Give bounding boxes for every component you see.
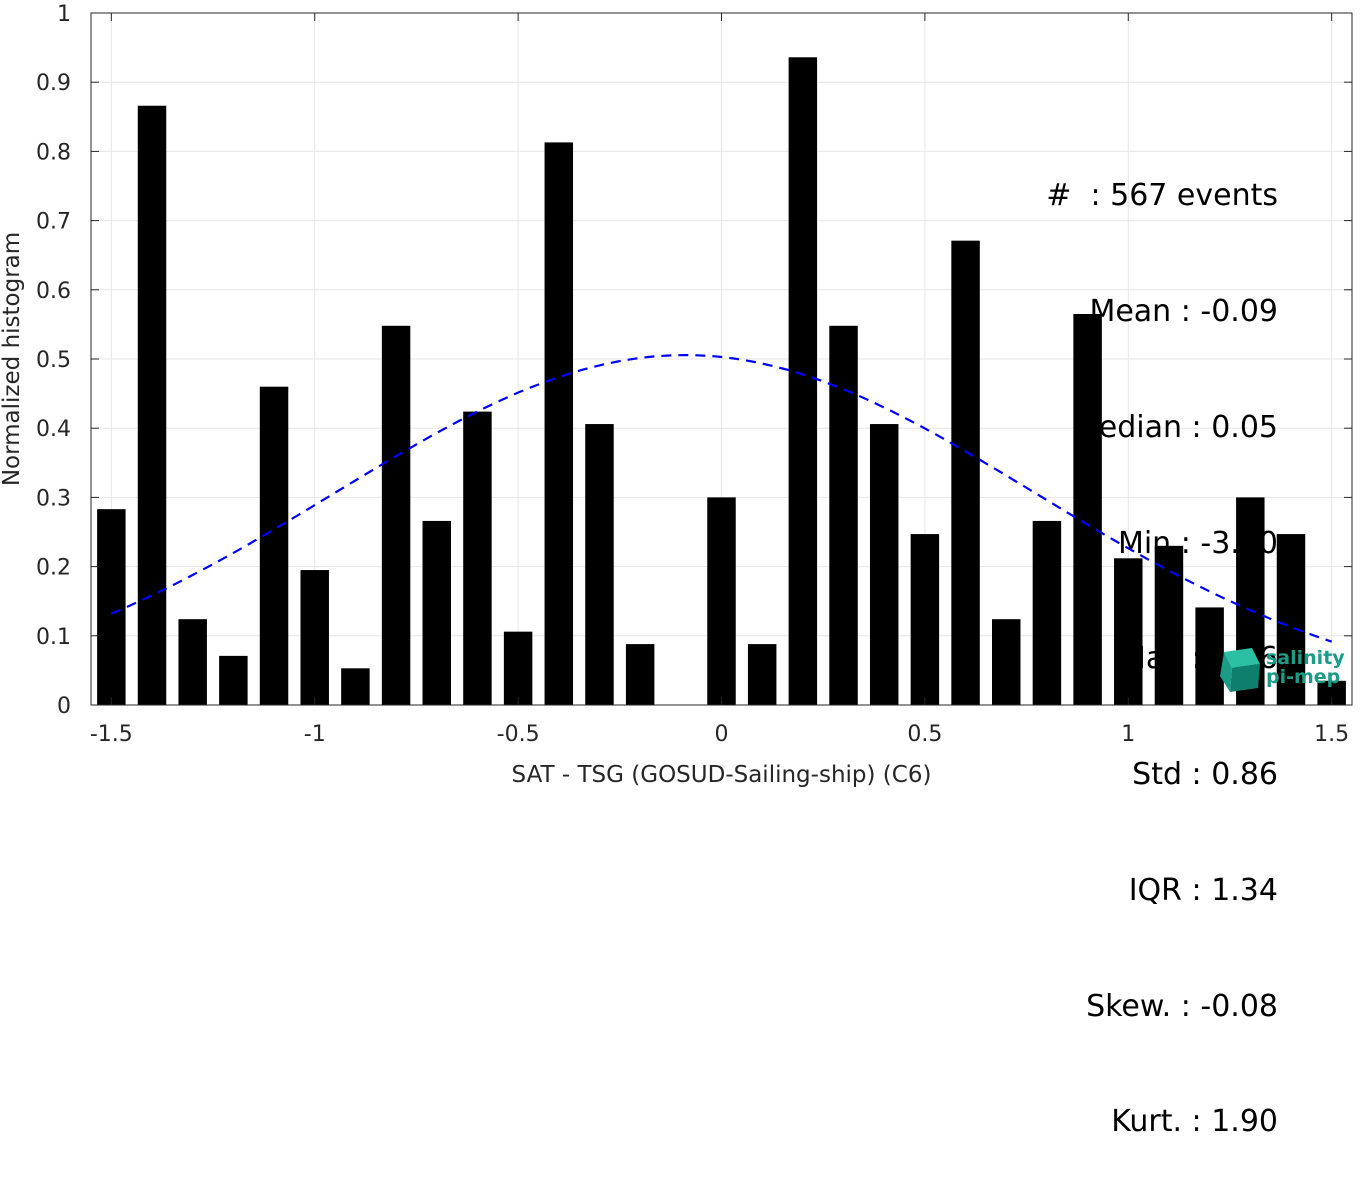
y-tick-label: 0.6	[36, 279, 71, 304]
histogram-bar	[1276, 534, 1306, 705]
histogram-bar	[992, 619, 1021, 705]
y-tick-label: 0.3	[36, 486, 71, 511]
logo-cube-icon	[1220, 648, 1260, 692]
x-tick-label: -1.5	[90, 722, 133, 747]
stat-std: Std : 0.86	[1132, 757, 1278, 793]
y-tick-label: 0.4	[36, 417, 71, 442]
y-tick-labels: 0 0.1 0.2 0.3 0.4 0.5 0.6 0.7 0.8 0.9 1	[36, 2, 71, 719]
logo-line2: pi-mep	[1266, 666, 1341, 688]
histogram-bar	[422, 520, 451, 705]
stat-median: Median : 0.05	[1072, 409, 1278, 445]
logo-line1: salinity	[1266, 647, 1345, 669]
y-tick-label: 0.8	[36, 140, 71, 165]
stat-mean: Mean : -0.09	[1089, 293, 1278, 329]
x-tick-label: -1	[304, 722, 326, 747]
y-tick-label: 0.7	[36, 210, 71, 235]
x-tick-label: 1	[1121, 722, 1135, 747]
histogram-bar	[259, 386, 289, 705]
histogram-bar	[707, 497, 736, 705]
x-tick-label: 1.5	[1314, 722, 1349, 747]
x-axis-label: SAT - TSG (GOSUD-Sailing-ship) (C6)	[512, 762, 932, 787]
y-tick-label: 1	[57, 2, 71, 27]
y-tick-label: 0.1	[36, 625, 71, 650]
stat-skew: Skew. : -0.08	[1086, 988, 1278, 1024]
bar-series	[97, 57, 1346, 706]
y-tick-label: 0.9	[36, 71, 71, 96]
histogram-bar	[829, 325, 858, 705]
histogram-bar	[463, 411, 492, 705]
histogram-bar	[544, 142, 574, 706]
histogram-bar	[747, 644, 777, 705]
histogram-bar	[1032, 520, 1062, 705]
histogram-bar	[137, 105, 167, 705]
histogram-bar	[503, 631, 533, 705]
x-tick-label: -0.5	[497, 722, 540, 747]
x-tick-label: 0.5	[907, 722, 942, 747]
stat-iqr: IQR : 1.34	[1128, 872, 1278, 908]
y-tick-label: 0.5	[36, 348, 71, 373]
histogram-bar	[97, 509, 126, 705]
axis-ticks	[91, 12, 1352, 706]
x-tick-labels: -1.5 -1 -0.5 0 0.5 1 1.5	[90, 722, 1349, 747]
y-tick-label: 0	[57, 694, 71, 719]
histogram-bar	[869, 424, 899, 705]
histogram-bar	[585, 424, 614, 705]
stat-events: # : 567 events	[1046, 178, 1278, 214]
histogram-bar	[381, 325, 411, 705]
histogram-bar	[910, 534, 940, 705]
histogram-bar	[625, 644, 655, 705]
logo-text: salinity pi-mep	[1266, 649, 1345, 687]
histogram-bar	[1073, 314, 1102, 705]
y-tick-label: 0.2	[36, 556, 71, 581]
histogram-bar	[951, 240, 980, 705]
stat-min: Min : -3.10	[1117, 525, 1278, 561]
histogram-bar	[1154, 545, 1184, 705]
salinity-pimep-logo: salinity pi-mep	[1218, 648, 1348, 694]
normal-fit-curve	[110, 353, 1333, 643]
histogram-bar	[178, 619, 207, 705]
histogram-bar	[788, 57, 818, 705]
histogram-bar	[300, 570, 329, 705]
histogram-bar	[1114, 558, 1143, 705]
histogram-bar	[341, 668, 370, 705]
stat-kurt: Kurt. : 1.90	[1111, 1104, 1278, 1140]
histogram-chart: -1.5 -1 -0.5 0 0.5 1 1.5 0 0.1 0.2 0.3 0.4 0.5 0.6 0.…	[0, 2, 1353, 787]
histogram-bar	[1195, 607, 1224, 705]
statistics-panel: # : 567 events Mean : -0.09 Median : 0.0…	[878, 100, 1278, 1181]
histogram-bar	[219, 655, 248, 705]
y-axis-label: Normalized histogram	[0, 232, 25, 486]
x-tick-label: 0	[715, 722, 729, 747]
